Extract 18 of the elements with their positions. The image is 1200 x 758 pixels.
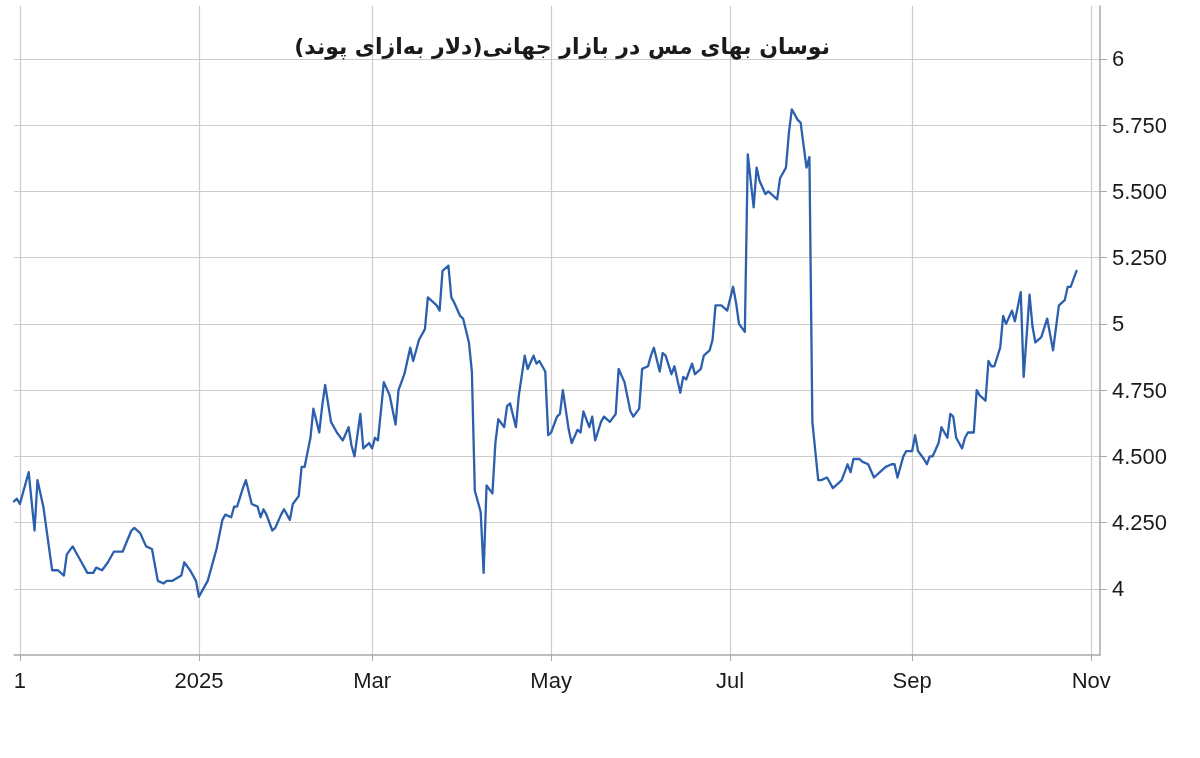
x-tick-label: 2025: [174, 667, 224, 693]
x-tick-label: Nov: [1071, 667, 1111, 693]
x-tick-label: Mar: [353, 667, 392, 693]
y-tick-label: 5.250: [1112, 245, 1168, 271]
y-tick-label: 5.750: [1112, 112, 1168, 138]
x-tick-label: May: [530, 667, 572, 693]
line-series: [12, 108, 1078, 598]
y-tick-label: 4: [1112, 576, 1125, 602]
x-tick-label: Jul: [716, 667, 745, 693]
x-tick-label: Sep: [892, 667, 932, 693]
y-tick-label: 5: [1112, 311, 1125, 337]
y-tick-label: 4.250: [1112, 510, 1168, 536]
y-tick-label: 4.500: [1112, 443, 1168, 469]
y-tick-label: 6: [1112, 46, 1125, 72]
y-tick-label: 4.750: [1112, 377, 1168, 403]
text: نوسان بهای مس در بازار جهانی(دلار به‌ازای پوند): [294, 33, 830, 60]
x-tick-label: 1: [13, 667, 26, 693]
y-tick-label: 5.500: [1112, 178, 1168, 204]
